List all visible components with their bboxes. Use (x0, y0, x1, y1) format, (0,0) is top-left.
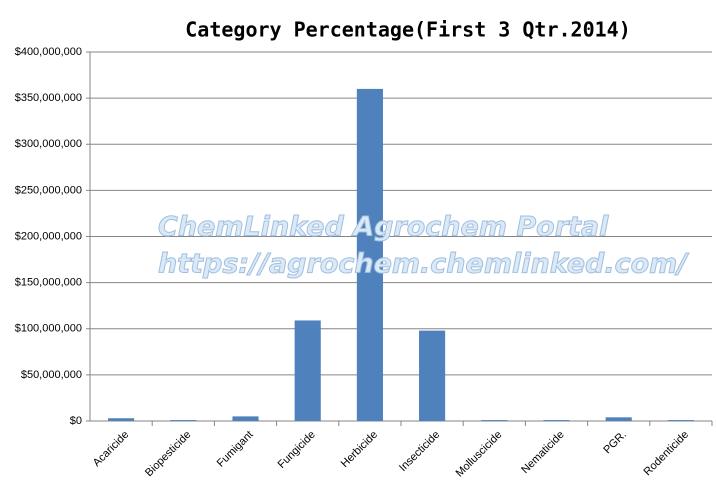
bar (294, 320, 321, 421)
x-tick-label: Fumigant (215, 429, 256, 470)
x-tick-label: PGR. (601, 429, 629, 457)
bar (667, 420, 694, 421)
bar (170, 420, 197, 421)
bar (108, 418, 135, 421)
x-tick-label: Fungicide (276, 429, 318, 471)
bar (605, 417, 632, 421)
bar (232, 416, 259, 421)
bar (356, 88, 383, 422)
watermark: https://agrochem.chemlinked.com/ (158, 249, 689, 280)
y-tick-label: $100,000,000 (15, 323, 82, 335)
bar (419, 330, 446, 421)
bar (481, 420, 508, 421)
x-tick-label: Acaricide (91, 429, 131, 469)
x-tick-label: Insecticide (397, 429, 442, 474)
x-tick-label: Herbicide (339, 429, 380, 470)
watermark: ChemLinked Agrochem Portal (158, 212, 609, 243)
chart-title: Category Percentage(First 3 Qtr.2014) (185, 18, 631, 42)
x-tick-label: Biopesticide (143, 429, 193, 479)
y-tick-label: $0 (70, 415, 82, 427)
x-tick-label: Nematicide (519, 429, 566, 476)
x-tick-label: Rodenticide (642, 429, 692, 479)
y-tick-label: $300,000,000 (15, 138, 82, 150)
y-tick-label: $50,000,000 (21, 369, 82, 381)
y-tick-label: $400,000,000 (15, 46, 82, 58)
y-tick-label: $350,000,000 (15, 92, 82, 104)
bar (543, 420, 570, 421)
y-tick-label: $150,000,000 (15, 277, 82, 289)
y-tick-label: $250,000,000 (15, 184, 82, 196)
x-tick-label: Molluscicide (454, 429, 505, 480)
y-tick-label: $200,000,000 (15, 230, 82, 242)
